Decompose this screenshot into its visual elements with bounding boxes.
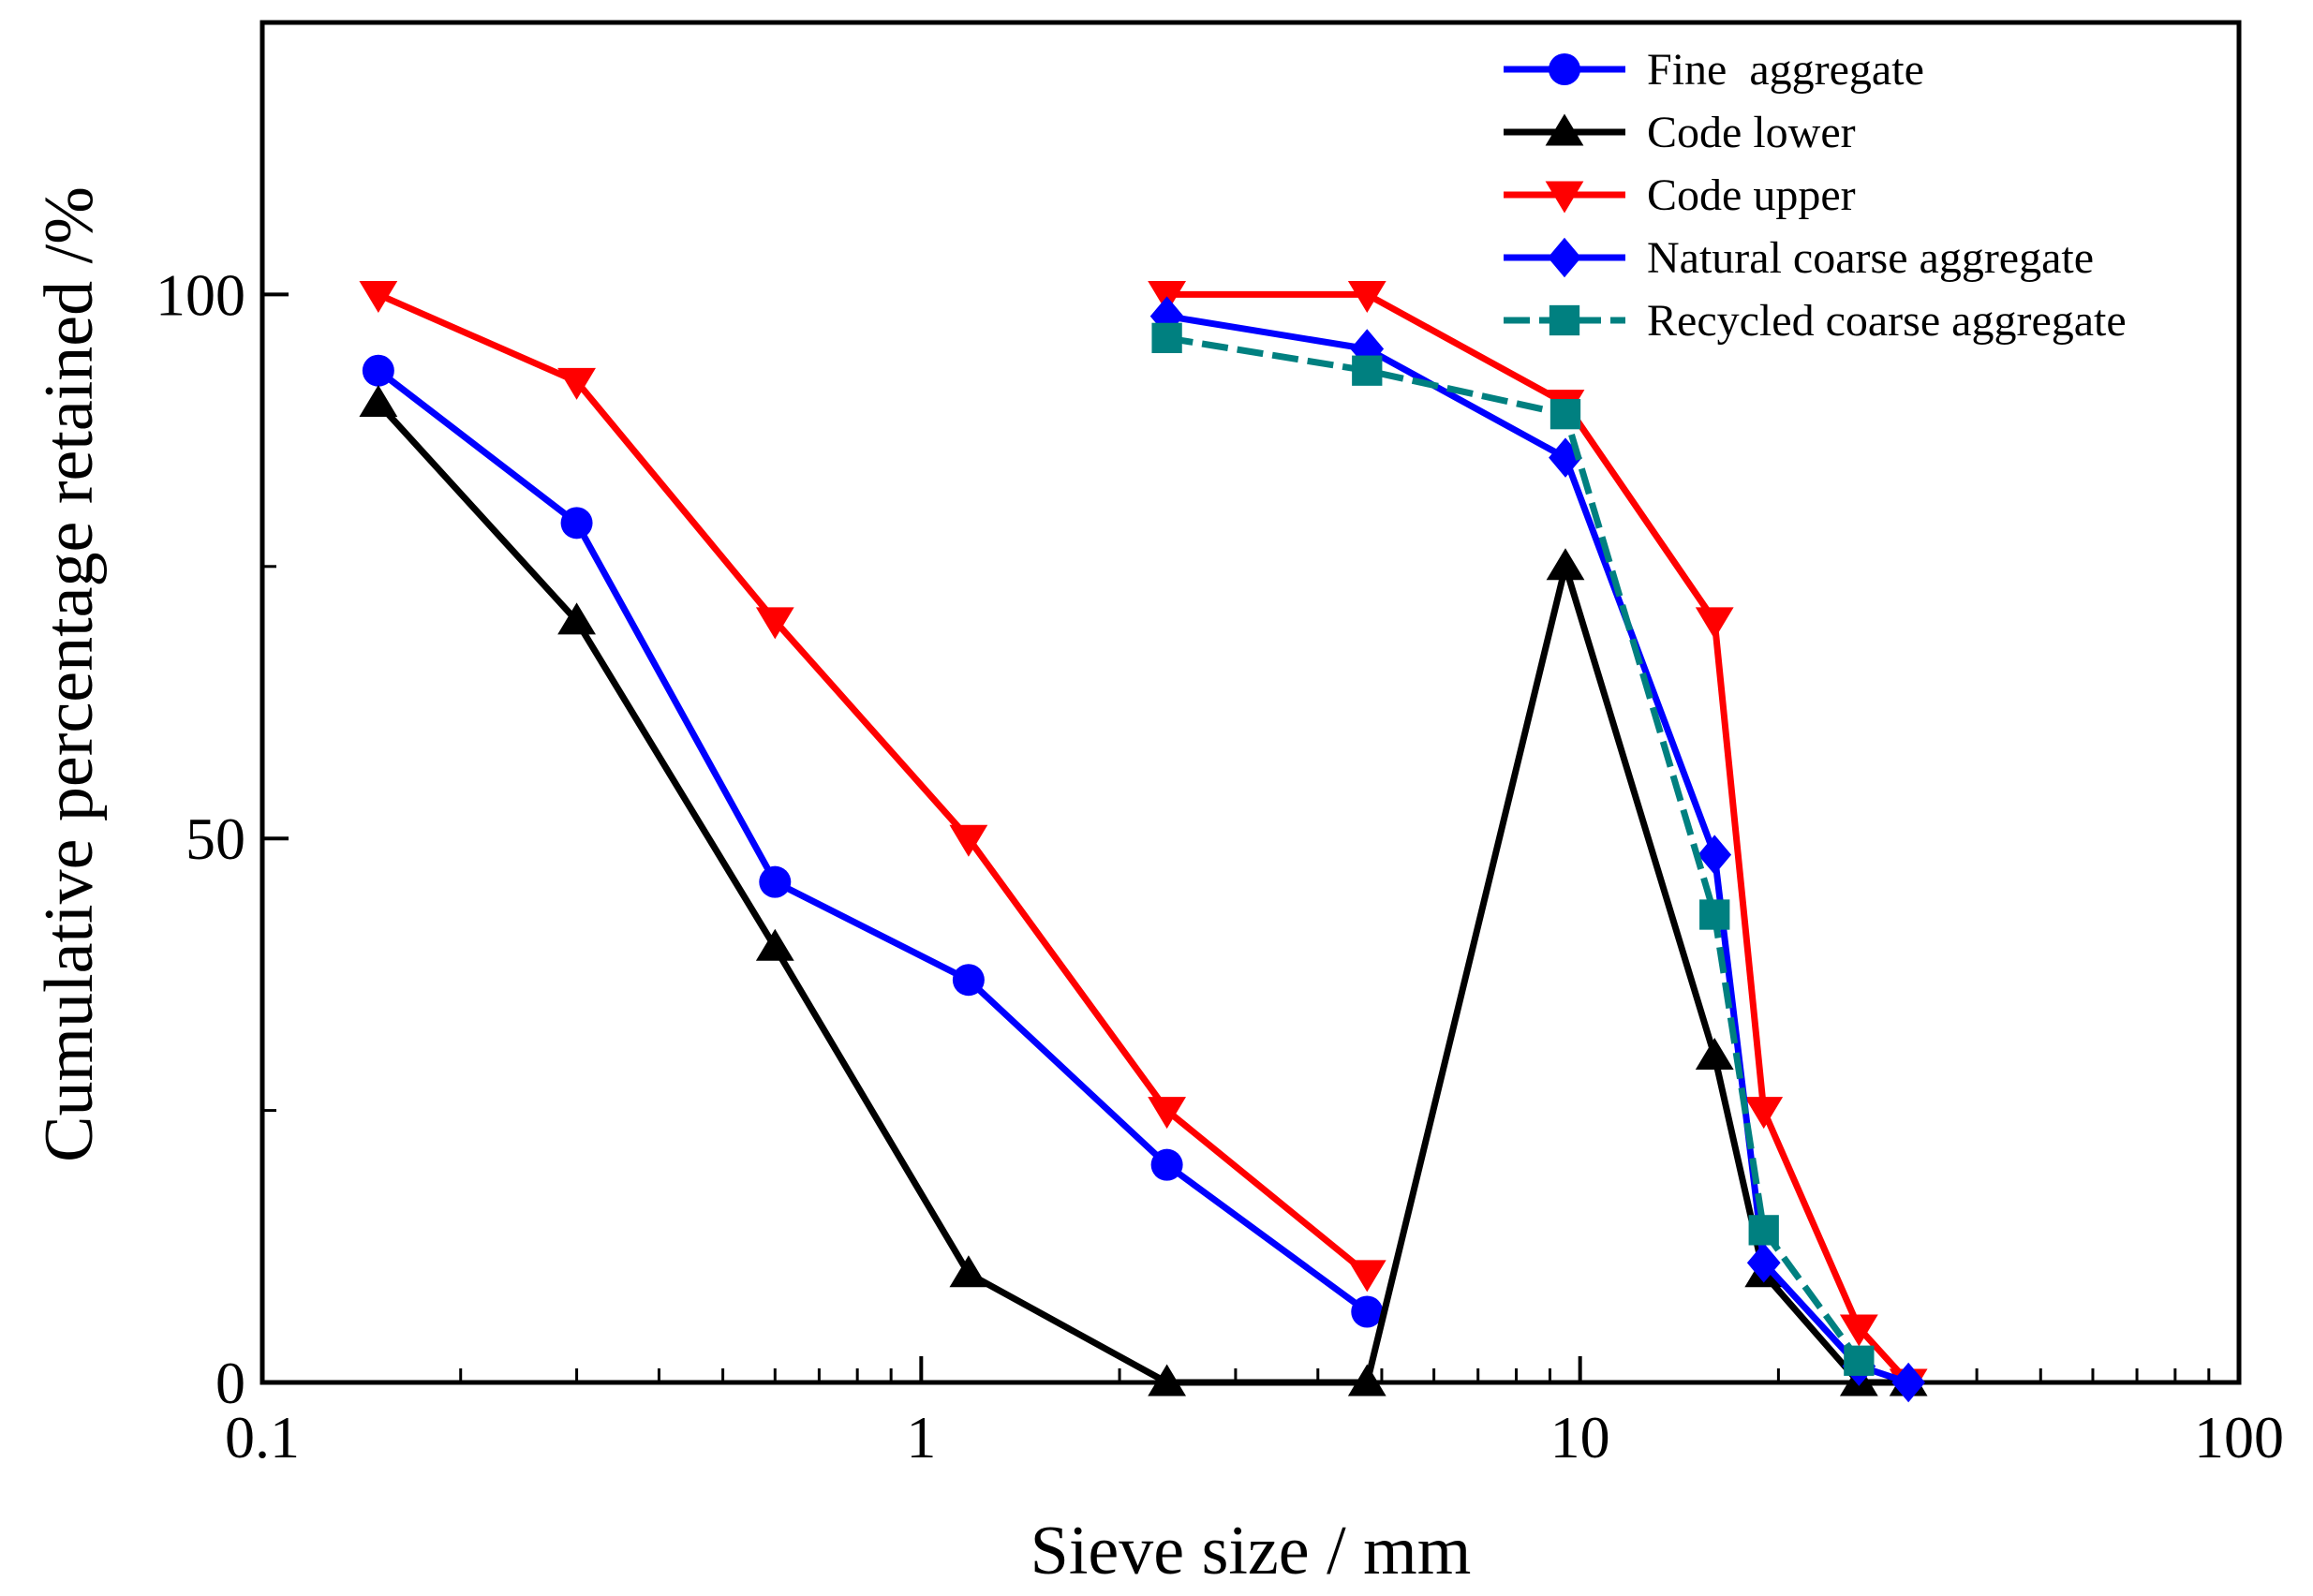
triangle-up-marker	[1347, 1364, 1386, 1396]
triangle-up-marker	[1695, 1037, 1734, 1070]
diamond-marker	[1746, 1242, 1781, 1283]
series-line	[377, 291, 1370, 1277]
triangle-up-marker	[359, 385, 398, 418]
triangle-up-marker	[557, 602, 596, 635]
series-line	[1166, 313, 1910, 1386]
triangle-up-marker	[1148, 1364, 1187, 1396]
triangle-down-marker	[949, 824, 988, 857]
square-marker	[1352, 355, 1383, 386]
legend-label: Fine aggregate	[1647, 45, 1924, 95]
triangle-down-marker	[1695, 607, 1734, 640]
triangle-down-marker	[1545, 181, 1584, 214]
triangle-down-marker	[1839, 1314, 1878, 1347]
y-tick-label: 0	[215, 1350, 245, 1416]
circle-marker	[560, 507, 593, 539]
x-tick-label: 0.1	[225, 1404, 300, 1470]
ticks-layer: 0.1 1 10 100 0 50 100	[156, 261, 2284, 1470]
triangle-up-marker	[1545, 113, 1584, 146]
x-axis-label: Sieve size / mm	[1030, 1513, 1472, 1589]
triangle-down-marker	[359, 280, 398, 313]
series-line	[376, 401, 1909, 1386]
series-fine-aggregate	[362, 354, 1384, 1328]
triangle-up-marker	[949, 1255, 988, 1288]
circle-marker	[952, 964, 985, 997]
square-marker	[1151, 322, 1182, 354]
diamond-marker	[1891, 1362, 1925, 1403]
triangle-down-marker	[557, 367, 596, 400]
diamond-marker	[1149, 296, 1184, 336]
square-marker	[1699, 899, 1730, 930]
series-code-lower	[359, 385, 1928, 1396]
legend-entry: Fine aggregate	[1504, 45, 1924, 95]
triangle-down-marker	[1347, 280, 1386, 313]
x-tick-label: 1	[906, 1404, 936, 1470]
triangle-up-marker	[755, 928, 794, 961]
square-marker	[1549, 304, 1580, 336]
triangle-down-marker	[1347, 1260, 1386, 1293]
legend-entry: Code upper	[1504, 170, 1856, 220]
legend-label: Recycled coarse aggregate	[1647, 296, 2127, 346]
x-tick-label: 10	[1550, 1404, 1610, 1470]
square-marker	[1549, 399, 1581, 430]
legend-entry: Recycled coarse aggregate	[1504, 296, 2127, 346]
legend-label: Code lower	[1647, 108, 1856, 157]
series-code-upper	[359, 280, 1928, 1401]
square-marker	[1844, 1345, 1875, 1376]
y-axis-label: Cumulative percentage retained /%	[31, 186, 108, 1162]
diamond-marker	[1548, 237, 1581, 278]
circle-marker	[1351, 1295, 1384, 1328]
series-line	[376, 367, 1370, 1315]
y-tick-label: 100	[156, 261, 245, 328]
circle-marker	[759, 865, 792, 898]
triangle-down-marker	[755, 607, 794, 640]
diamond-marker	[1698, 835, 1732, 875]
square-marker	[1748, 1215, 1779, 1246]
triangle-up-marker	[1546, 548, 1585, 581]
legend-entry: Natural coarse aggregate	[1504, 233, 2094, 283]
legend-entry: Code lower	[1504, 108, 1856, 157]
series-recycled-coarse-aggregate	[1151, 322, 1875, 1376]
triangle-down-marker	[1744, 1097, 1784, 1130]
legend: Fine aggregate Code lower Code upper Natura…	[1504, 45, 2127, 346]
circle-marker	[1549, 53, 1580, 85]
x-tick-label: 100	[2194, 1404, 2284, 1470]
legend-label: Code upper	[1647, 170, 1856, 220]
circle-marker	[1150, 1148, 1183, 1181]
legend-label: Natural coarse aggregate	[1647, 233, 2094, 283]
triangle-down-marker	[1148, 1097, 1187, 1130]
y-tick-label: 50	[185, 805, 245, 872]
series-line	[1166, 290, 1911, 1385]
series-layer	[359, 280, 1928, 1403]
circle-marker	[362, 354, 394, 387]
